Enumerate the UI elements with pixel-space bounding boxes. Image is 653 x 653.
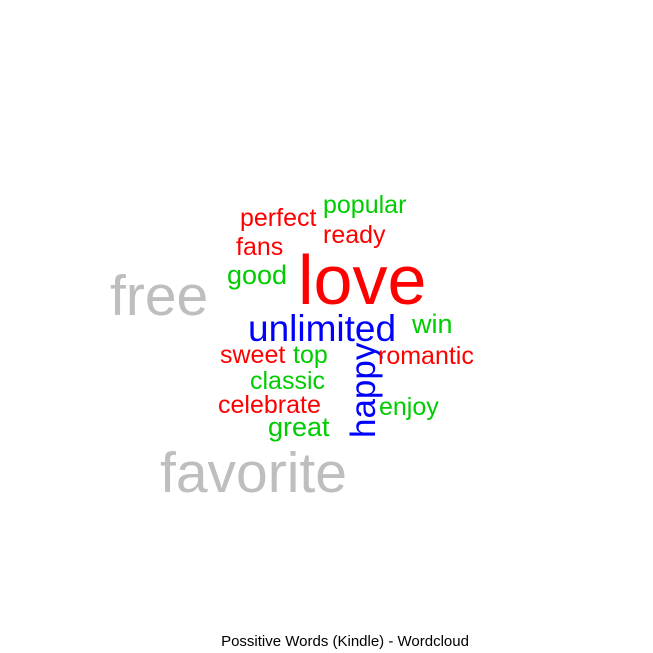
- word-top: top: [293, 341, 328, 369]
- word-classic: classic: [250, 367, 326, 395]
- chart-title: Possitive Words (Kindle) - Wordcloud: [221, 633, 469, 650]
- word-free: free: [110, 264, 209, 328]
- word-favorite: favorite: [160, 441, 347, 505]
- word-romantic: romantic: [378, 342, 474, 370]
- word-sweet: sweet: [220, 341, 286, 369]
- word-great: great: [268, 412, 330, 442]
- word-love: love: [298, 241, 427, 319]
- word-good: good: [227, 260, 288, 290]
- word-perfect: perfect: [240, 204, 317, 232]
- word-unlimited: unlimited: [248, 308, 397, 349]
- word-celebrate: celebrate: [218, 391, 321, 419]
- word-ready: ready: [323, 221, 386, 249]
- word-win: win: [412, 309, 453, 339]
- word-popular: popular: [323, 191, 407, 219]
- word-enjoy: enjoy: [379, 393, 439, 421]
- word-fans: fans: [236, 233, 284, 261]
- word-happy: happy: [344, 342, 383, 438]
